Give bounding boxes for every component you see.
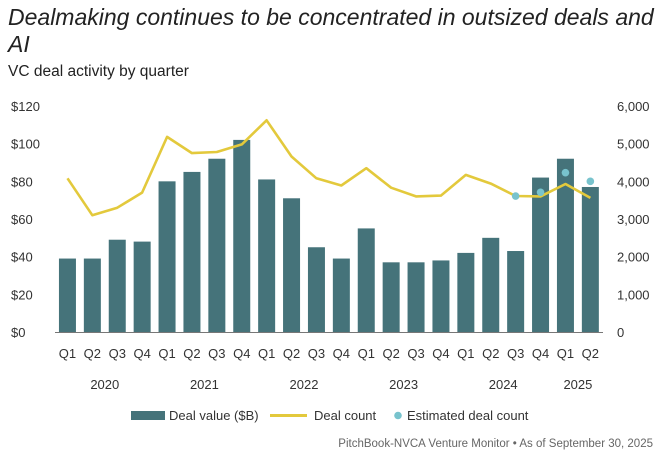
x-year-label: 2022 [290,377,319,392]
deal-count-line [66,119,592,217]
bar [58,258,76,332]
x-year-label: 2020 [90,377,119,392]
legend-label-deal-value: Deal value ($B) [169,408,259,423]
combo-chart: $0 $20 $40 $60 $80 $100 $120 0 1,000 2,000 3,000 4,… [11,99,650,392]
bar [258,179,276,332]
legend-swatch-estimated-count [394,411,402,420]
x-tick-label: Q2 [382,346,399,361]
chart-legend: Deal value ($B) Deal count Estimated dea… [131,408,529,423]
y-right-tick-label: 5,000 [617,137,650,152]
x-year-label: 2023 [389,377,418,392]
x-tick-label: Q3 [407,346,424,361]
x-tick-label: Q2 [482,346,499,361]
bar [158,181,176,332]
estimated-point [511,192,520,200]
x-tick-label: Q1 [59,346,76,361]
bar [432,260,450,332]
x-tick-label: Q4 [333,346,350,361]
x-tick-label: Q4 [532,346,549,361]
x-year-label: 2021 [190,377,219,392]
x-tick-label: Q1 [457,346,474,361]
bar [556,158,574,332]
x-year-label: 2025 [563,377,592,392]
x-tick-label: Q1 [557,346,574,361]
y-right-tick-label: 1,000 [617,287,650,302]
x-tick-label: Q3 [308,346,325,361]
y-left-tick-label: $120 [11,99,40,114]
bar [83,258,101,332]
x-tick-label: Q2 [84,346,101,361]
bar [532,177,550,332]
legend-label-estimated-count: Estimated deal count [407,408,529,423]
bar [482,237,500,332]
bar [108,239,126,332]
estimated-point [536,188,545,197]
bar [382,262,400,332]
estimated-point [586,177,595,186]
x-tick-label: Q4 [133,346,150,361]
x-tick-label: Q4 [233,346,250,361]
y-right-tick-label: 0 [617,325,624,340]
x-tick-label: Q3 [208,346,225,361]
y-right-tick-label: 3,000 [617,212,650,227]
x-tick-label: Q3 [507,346,524,361]
bar [332,258,350,332]
y-left-tick-label: $40 [11,250,33,265]
y-left-tick-label: $20 [11,287,33,302]
x-year-label: 2024 [489,377,518,392]
bar [233,139,251,332]
y-right-tick-label: 4,000 [617,174,650,189]
bar [133,241,151,332]
x-tick-label: Q3 [109,346,126,361]
x-tick-label: Q2 [582,346,599,361]
x-tick-label: Q1 [358,346,375,361]
y-left-tick-label: $80 [11,174,33,189]
bar [581,186,599,332]
y-left-tick-label: $100 [11,137,40,152]
x-tick-label: Q1 [258,346,275,361]
bar [307,247,325,332]
bar [407,262,425,332]
y-right-tick-label: 2,000 [617,250,650,265]
bar [208,158,226,332]
x-tick-label: Q2 [283,346,300,361]
x-tick-label: Q1 [158,346,175,361]
bar [357,228,375,332]
source-note: PitchBook-NVCA Venture Monitor • As of S… [338,438,653,450]
x-tick-label: Q4 [432,346,449,361]
y-left-tick-label: $0 [11,325,25,340]
legend-swatch-deal-value [131,411,165,420]
chart-subtitle: VC deal activity by quarter [8,63,189,80]
legend-label-deal-count: Deal count [314,408,377,423]
x-tick-label: Q2 [183,346,200,361]
estimated-point [561,168,570,177]
chart-title: Dealmaking continues to be concentrated … [8,4,654,57]
bar [183,171,201,332]
y-left-tick-label: $60 [11,212,33,227]
bar [457,252,475,332]
y-right-tick-label: 6,000 [617,99,650,114]
bar [507,251,525,332]
bar [283,198,301,332]
